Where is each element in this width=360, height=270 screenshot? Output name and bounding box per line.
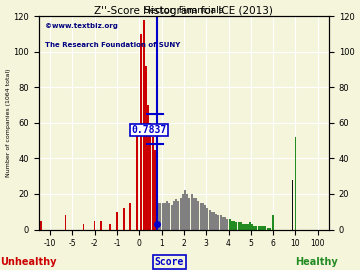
Bar <box>145 66 147 230</box>
Bar <box>269 228 271 230</box>
Text: Sector: Financials: Sector: Financials <box>144 6 224 15</box>
Bar <box>191 194 193 230</box>
Bar <box>182 194 184 230</box>
Bar <box>202 203 204 230</box>
Bar <box>240 222 242 230</box>
Bar <box>262 226 264 229</box>
Bar <box>251 224 253 230</box>
Bar <box>154 150 156 230</box>
Bar <box>224 217 226 230</box>
Bar <box>258 226 260 229</box>
Bar <box>193 198 195 230</box>
Bar <box>256 226 257 229</box>
Text: Healthy: Healthy <box>296 257 338 267</box>
Bar <box>168 203 170 230</box>
Bar <box>129 203 131 230</box>
Bar <box>40 221 42 229</box>
Bar <box>177 201 179 230</box>
Bar <box>197 201 199 230</box>
Bar <box>204 205 206 230</box>
Bar <box>195 198 197 230</box>
Bar <box>157 203 159 230</box>
Bar <box>186 194 188 230</box>
Bar <box>253 226 255 229</box>
Bar <box>180 198 181 230</box>
Bar <box>171 205 172 230</box>
Bar <box>123 208 125 230</box>
Bar <box>140 34 143 230</box>
Bar <box>166 201 168 230</box>
Bar <box>292 180 293 230</box>
Bar <box>260 226 262 229</box>
Text: 0.7837: 0.7837 <box>132 125 167 135</box>
Bar <box>267 228 269 230</box>
Bar <box>184 190 186 230</box>
Bar <box>264 226 266 229</box>
Bar <box>215 214 217 230</box>
Bar <box>136 132 138 230</box>
Bar <box>226 219 228 230</box>
Bar <box>155 198 157 230</box>
Bar <box>159 203 161 230</box>
Bar <box>173 201 175 230</box>
Text: Score: Score <box>154 257 184 267</box>
Bar <box>238 222 239 230</box>
Bar <box>222 217 224 230</box>
Bar <box>164 203 166 230</box>
Bar <box>206 208 208 230</box>
Bar <box>249 222 251 230</box>
Bar <box>242 224 244 230</box>
Bar <box>229 219 231 230</box>
Y-axis label: Number of companies (1064 total): Number of companies (1064 total) <box>5 69 10 177</box>
Bar <box>231 221 233 229</box>
Bar <box>295 137 296 230</box>
Bar <box>208 210 211 230</box>
Bar <box>189 198 190 230</box>
Bar <box>149 123 152 230</box>
Bar <box>211 212 213 230</box>
Bar <box>175 199 177 230</box>
Bar <box>220 215 222 229</box>
Bar <box>162 203 164 230</box>
Bar <box>109 224 111 230</box>
Bar <box>116 212 118 230</box>
Bar <box>235 222 237 230</box>
Bar <box>200 203 202 230</box>
Bar <box>217 215 220 229</box>
Text: Unhealthy: Unhealthy <box>1 257 57 267</box>
Bar <box>272 215 274 229</box>
Text: ©www.textbiz.org: ©www.textbiz.org <box>45 23 117 29</box>
Bar <box>152 137 154 230</box>
Bar <box>233 221 235 229</box>
Text: The Research Foundation of SUNY: The Research Foundation of SUNY <box>45 42 180 48</box>
Bar <box>83 224 84 230</box>
Title: Z''-Score Histogram for ICE (2013): Z''-Score Histogram for ICE (2013) <box>94 6 273 16</box>
Bar <box>247 224 248 230</box>
Bar <box>147 105 149 230</box>
Bar <box>244 224 246 230</box>
Bar <box>213 212 215 230</box>
Bar <box>94 221 95 229</box>
Bar <box>143 20 145 230</box>
Bar <box>100 221 102 229</box>
